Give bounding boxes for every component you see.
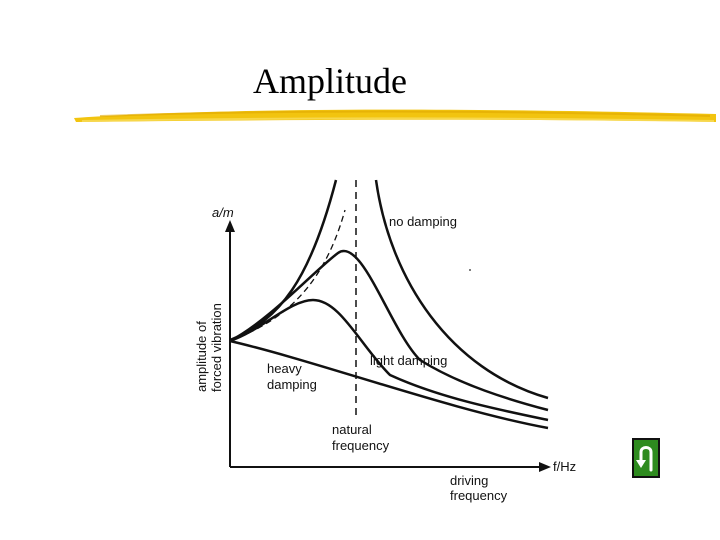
no-damping-curve-left xyxy=(229,179,338,342)
natural-frequency-label-line-1: natural xyxy=(332,422,372,437)
light-damping-label: light damping xyxy=(370,353,447,368)
light-damping-curve xyxy=(229,249,549,412)
y-axis-caption-line-1: amplitude of xyxy=(194,321,209,392)
no-damping-label: no damping xyxy=(389,214,457,229)
medium-damping-curve xyxy=(229,298,549,422)
x-axis-caption-line-1: driving xyxy=(450,473,488,488)
natural-frequency-label-line-2: frequency xyxy=(332,438,390,453)
y-axis-unit-label: a/m xyxy=(212,205,234,220)
peak-locus-dashed-curve xyxy=(229,209,346,342)
heavy-damping-label-line-2: damping xyxy=(267,377,317,392)
x-axis-arrowhead xyxy=(539,462,551,472)
slide-title: Amplitude xyxy=(253,61,407,101)
x-axis-caption-line-2: frequency xyxy=(450,488,508,503)
y-axis-caption-line-2: forced vibration xyxy=(209,303,224,392)
heavy-damping-label-line-1: heavy xyxy=(267,361,302,376)
x-axis-unit-label: f/Hz xyxy=(553,459,576,474)
no-damping-curve-right xyxy=(374,179,549,400)
back-button[interactable] xyxy=(632,438,660,478)
heavy-damping-curve xyxy=(229,339,549,430)
title-underline-brush xyxy=(74,109,716,122)
y-axis-arrowhead xyxy=(225,220,235,232)
u-turn-back-arrow-icon xyxy=(636,446,653,472)
